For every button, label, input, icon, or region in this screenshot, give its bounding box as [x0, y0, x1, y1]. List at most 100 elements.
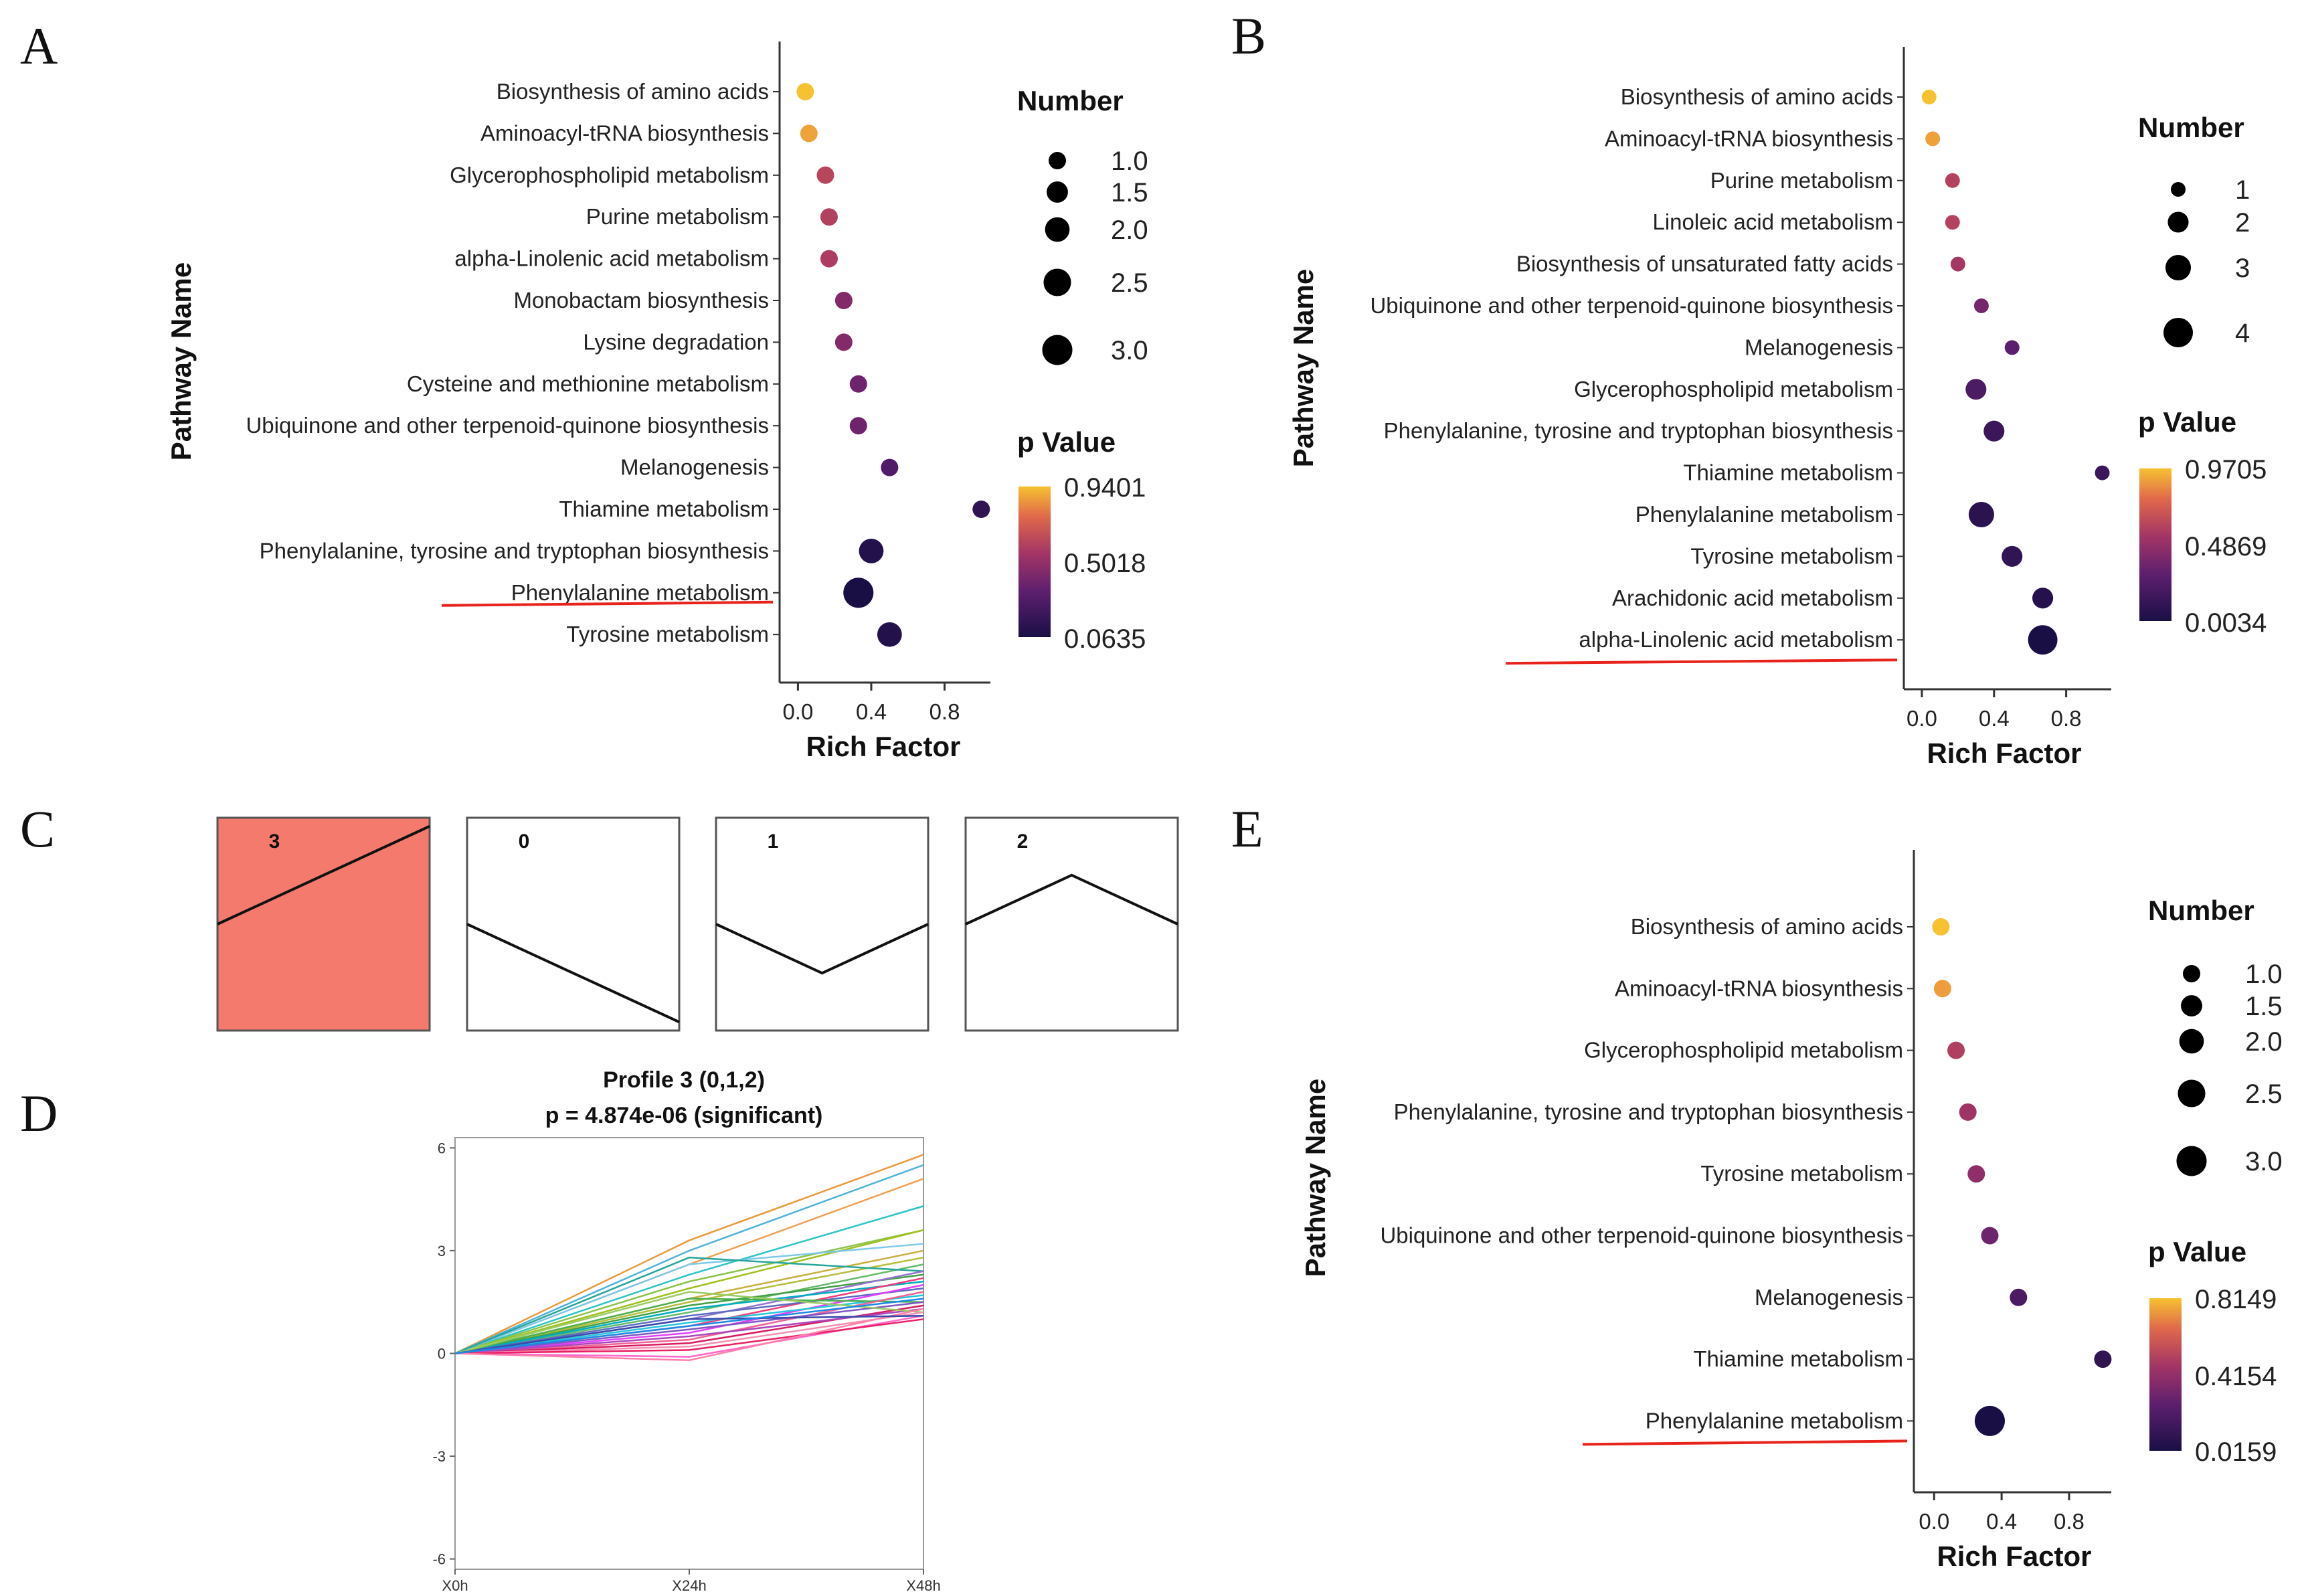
- panel-b-bubble-chart: Pathway Name Rich Factor Number p Value …: [1288, 47, 2267, 769]
- x-tick-label: X0h: [442, 1577, 468, 1594]
- panel-letter-a: A: [20, 17, 58, 75]
- series-line: [454, 1301, 924, 1354]
- bubble: [1945, 173, 1960, 188]
- profile-number: 3: [269, 830, 280, 853]
- x-tick-label: 0.4: [856, 699, 887, 724]
- bubble: [1947, 1041, 1965, 1059]
- bubble: [820, 250, 838, 268]
- profile-box: [964, 816, 1179, 1032]
- bubble: [859, 539, 884, 563]
- bubble: [820, 208, 838, 226]
- color-legend-mid: 0.4154: [2195, 1362, 2277, 1391]
- x-tick-label: 0.4: [1986, 1509, 2017, 1534]
- panel-a-bubble-chart: Pathway Name Rich Factor Number p Value …: [165, 41, 1148, 762]
- pathway-label: Aminoacyl-tRNA biosynthesis: [480, 120, 769, 145]
- x-tick-label: X48h: [906, 1577, 940, 1594]
- size-legend-circle: [1043, 268, 1071, 296]
- series-line: [454, 1205, 924, 1354]
- color-legend-title: p Value: [1017, 426, 1116, 458]
- color-bar: [1018, 486, 1051, 637]
- bubble: [2002, 545, 2023, 567]
- highlight-underline: [1505, 658, 1898, 665]
- pathway-label: Monobactam biosynthesis: [513, 288, 769, 313]
- color-legend-min: 0.0635: [1064, 624, 1146, 654]
- size-legend-circle: [2181, 995, 2202, 1016]
- pathway-label: Phenylalanine, tyrosine and tryptophan b…: [1394, 1099, 1903, 1124]
- bubble: [877, 622, 902, 647]
- size-legend-circle: [2179, 1029, 2204, 1054]
- series-line: [454, 1311, 924, 1354]
- size-legend-label: 2.5: [2245, 1079, 2283, 1109]
- bubble: [1932, 918, 1950, 936]
- bubble: [2094, 1350, 2112, 1368]
- bubble: [881, 458, 899, 476]
- color-legend-max: 0.8149: [2195, 1285, 2277, 1314]
- size-legend-circle: [2165, 254, 2192, 281]
- color-bar: [2139, 468, 2172, 621]
- pathway-label: Glycerophospholipid metabolism: [1574, 377, 1893, 402]
- x-tick-label: 0.0: [782, 699, 813, 724]
- bubble: [816, 166, 834, 184]
- pathway-label: alpha-Linolenic acid metabolism: [454, 246, 769, 271]
- pathway-label: Purine metabolism: [1710, 168, 1893, 193]
- x-tick-label: 0.8: [929, 699, 960, 724]
- size-legend-title: Number: [2148, 895, 2254, 926]
- pathway-label: Tyrosine metabolism: [1700, 1161, 1903, 1186]
- y-axis-title: Pathway Name: [1300, 1079, 1331, 1277]
- series-line: [454, 1164, 924, 1354]
- chart-title: Profile 3 (0,1,2): [603, 1067, 765, 1093]
- pathway-label: Arachidonic acid metabolism: [1612, 586, 1893, 610]
- size-legend-label: 2.5: [1111, 268, 1148, 298]
- size-legend-label: 1.0: [2245, 960, 2283, 989]
- size-legend-label: 4: [2235, 319, 2250, 348]
- bubble: [1965, 379, 1987, 400]
- panel-letter-e: E: [1231, 800, 1263, 858]
- size-legend-circle: [1045, 217, 1070, 242]
- color-legend-mid: 0.4869: [2185, 532, 2267, 561]
- bubble: [2028, 625, 2058, 655]
- pathway-label: Phenylalanine metabolism: [1635, 502, 1893, 527]
- series-line: [454, 1298, 924, 1354]
- bubble: [1983, 420, 2005, 442]
- profile-line: [715, 923, 929, 975]
- bubble: [843, 578, 874, 608]
- size-legend-circle: [2176, 1146, 2207, 1176]
- series-line: [454, 1256, 924, 1354]
- pathway-label: Biosynthesis of amino acids: [497, 79, 769, 104]
- pathway-label: Phenylalanine metabolism: [511, 580, 769, 605]
- series-line: [454, 1291, 924, 1354]
- series-line: [454, 1229, 924, 1354]
- series-line: [454, 1318, 924, 1354]
- x-axis-title: Rich Factor: [1937, 1540, 2091, 1572]
- panel-c-profiles: 3 0 1 2: [216, 816, 1179, 1032]
- profile-line: [466, 923, 680, 1024]
- panel-letter-d: D: [20, 1084, 58, 1142]
- x-tick-label: 0.4: [1979, 706, 2010, 731]
- bubble: [2004, 340, 2020, 355]
- series-line: [454, 1287, 924, 1354]
- size-legend-label: 1.5: [1111, 178, 1148, 207]
- profile-box: [715, 816, 929, 1032]
- size-legend-label: 2.0: [2245, 1027, 2283, 1057]
- pathway-label: Tyrosine metabolism: [566, 622, 769, 646]
- bubble: [800, 124, 818, 143]
- profile-number: 2: [1017, 830, 1029, 853]
- pathway-label: Melanogenesis: [1745, 335, 1893, 359]
- pathway-label: alpha-Linolenic acid metabolism: [1579, 627, 1893, 652]
- x-tick-label: X24h: [672, 1577, 706, 1594]
- color-bar: [2149, 1298, 2182, 1451]
- pathway-label: Melanogenesis: [1755, 1285, 1903, 1310]
- color-legend-mid: 0.5018: [1064, 549, 1146, 578]
- series-line: [454, 1256, 924, 1354]
- profile-line: [965, 873, 1178, 925]
- y-tick-label: 3: [438, 1243, 446, 1259]
- bubble: [2095, 465, 2110, 480]
- pathway-label: Biosynthesis of amino acids: [1621, 84, 1893, 109]
- bubble: [1968, 501, 1994, 528]
- bubble: [1974, 1405, 2005, 1436]
- bubble: [1967, 1165, 1985, 1183]
- pathway-label: Biosynthesis of amino acids: [1631, 914, 1903, 939]
- size-legend-label: 3.0: [2245, 1147, 2283, 1176]
- series-line: [454, 1308, 924, 1354]
- y-axis-title: Pathway Name: [1288, 269, 1319, 467]
